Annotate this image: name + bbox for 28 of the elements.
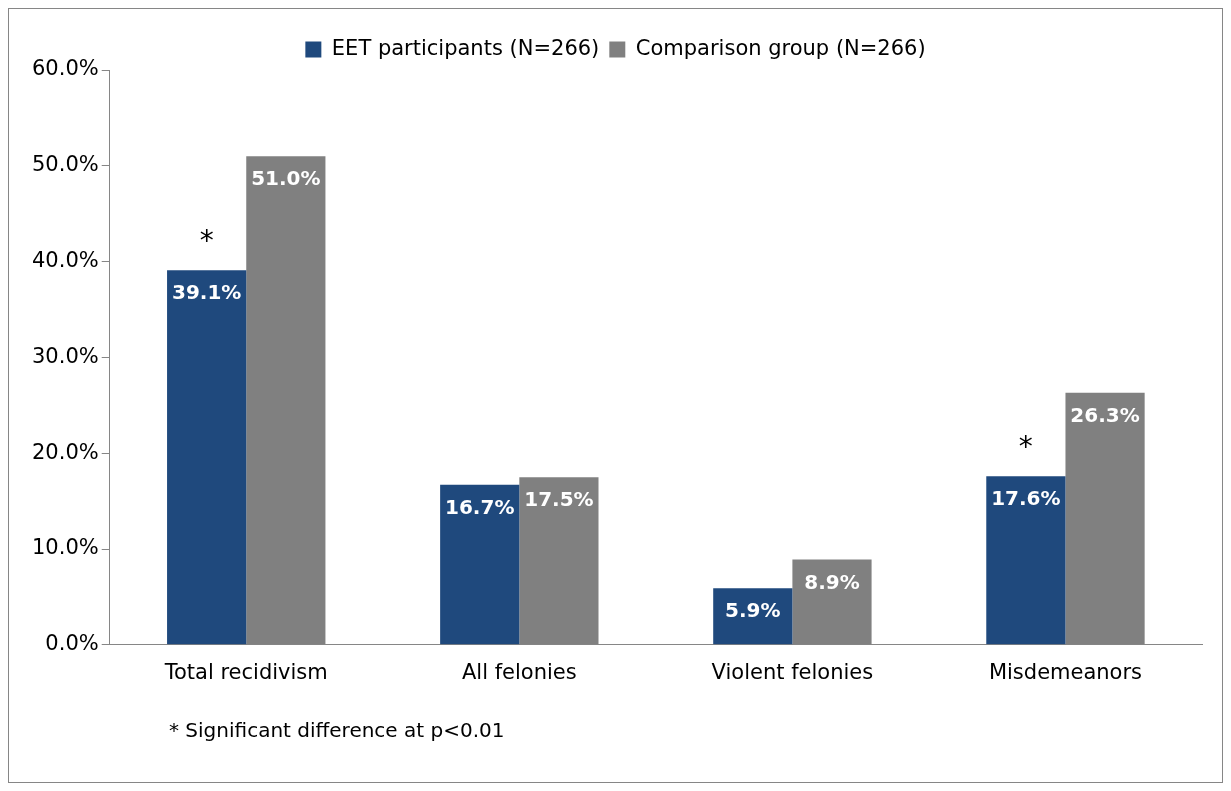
y-tick-label: 0.0% <box>45 631 99 656</box>
bar <box>986 476 1066 645</box>
y-tick-label: 20.0% <box>31 439 99 464</box>
y-tick-label: 40.0% <box>31 248 99 273</box>
x-tick-label: All felonies <box>461 659 577 684</box>
y-tick-label: 60.0% <box>31 56 99 81</box>
legend-label: EET participants (N=266) <box>331 35 600 60</box>
text: * Significant difference at p<0.01 <box>169 718 505 743</box>
data-label: 17.6% <box>991 486 1061 511</box>
annotation: * <box>1018 429 1033 463</box>
bar <box>713 588 793 645</box>
data-label: 5.9% <box>725 598 781 623</box>
bar <box>167 270 247 645</box>
y-tick-label: 30.0% <box>31 343 99 368</box>
y-tick-label: 10.0% <box>31 535 99 560</box>
data-label: 8.9% <box>804 569 860 594</box>
x-tick-label: Violent felonies <box>711 659 874 684</box>
x-tick-label: Misdemeanors <box>988 659 1143 684</box>
y-tick-label: 50.0% <box>31 152 99 177</box>
bar <box>440 484 520 645</box>
data-label: 17.5% <box>524 487 594 512</box>
data-label: 16.7% <box>445 495 515 520</box>
x-tick-label: Total recidivism <box>163 659 328 684</box>
data-label: 51.0% <box>251 166 321 191</box>
legend-label: Comparison group (N=266) <box>635 35 926 60</box>
annotation: * <box>199 223 214 257</box>
data-label: 26.3% <box>1070 403 1140 428</box>
data-label: 39.1% <box>171 280 242 305</box>
